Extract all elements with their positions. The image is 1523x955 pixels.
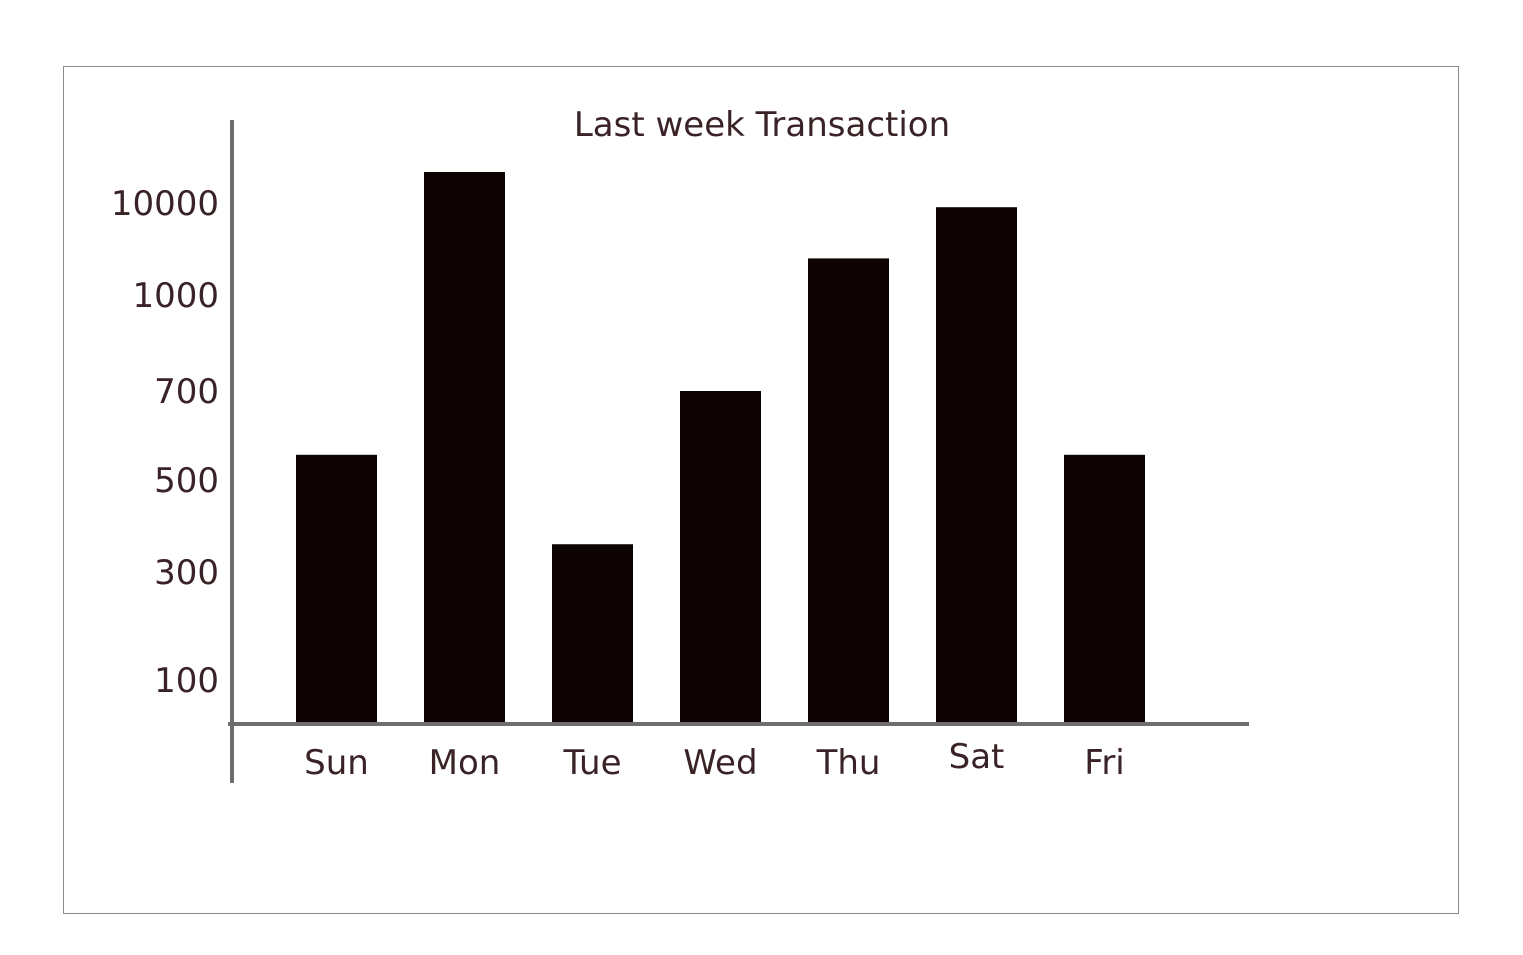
bars-layer [296, 172, 1145, 724]
x-tick-label: Mon [429, 743, 501, 783]
bar-sun [296, 454, 377, 724]
y-axis-ticks: 100 300 500 700 1000 10000 [111, 184, 219, 701]
x-tick-label: Fri [1084, 743, 1125, 783]
bar-sat [936, 207, 1017, 724]
x-axis-labels: Sun Mon Tue Wed Thu Sat Fri [304, 737, 1125, 783]
y-tick-label: 700 [154, 372, 219, 412]
y-tick-label: 1000 [132, 276, 219, 316]
x-tick-label: Sun [304, 743, 369, 783]
bar-thu [808, 258, 889, 724]
x-tick-label: Thu [816, 743, 881, 783]
y-tick-label: 500 [154, 461, 219, 501]
x-tick-label: Wed [683, 743, 757, 783]
bar-mon [424, 172, 505, 724]
chart-title: Last week Transaction [574, 105, 950, 145]
y-tick-label: 100 [154, 661, 219, 701]
x-tick-label: Sat [949, 737, 1005, 777]
bar-tue [552, 544, 633, 724]
y-tick-label: 300 [154, 553, 219, 593]
bar-fri [1064, 454, 1145, 724]
bar-wed [680, 391, 761, 724]
y-tick-label: 10000 [111, 184, 219, 224]
x-tick-label: Tue [562, 743, 621, 783]
